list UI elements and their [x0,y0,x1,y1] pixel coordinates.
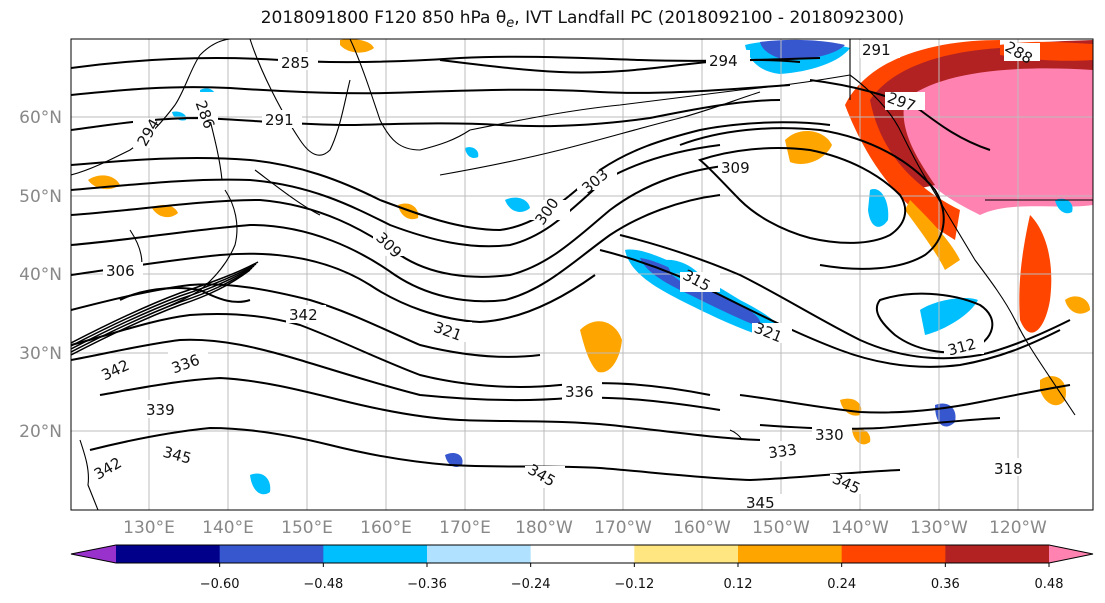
ivt-shading-negative [172,39,1073,495]
kuril-chain [254,169,321,216]
colorbar-swatch [634,545,739,563]
cal-coast-orange-2 [1040,376,1066,406]
lat-tick-30n: 30°N [19,344,62,364]
longitude-tick-labels: 130°E 140°E 150°E 160°E 170°E 180°W 170°… [123,518,1047,538]
colorbar-extend-max [1049,545,1093,563]
colorbar-swatch [427,545,532,563]
lon-tick: 140°W [831,518,889,538]
lat-tick-60n: 60°N [19,108,62,128]
pnw-light-orange [905,200,960,270]
colorbar-swatch [841,545,946,563]
colorbar-swatch [323,545,428,563]
contour-label: 291 [265,111,294,129]
contour-label: 294 [709,52,738,70]
map-title: 2018091800 F120 850 hPa θe, IVT Landfall… [260,8,905,31]
colorbar-tick-label: 0.12 [724,577,753,592]
alaska-south [469,74,851,131]
asia-coast [71,39,231,176]
ivt-shading-positive [88,39,1093,445]
contour-label: 339 [146,401,175,419]
pnw-orange-ring [845,40,1000,240]
lat-tick-50n: 50°N [19,187,62,207]
contour-label: 330 [815,426,844,444]
lon-tick: 160°W [673,518,731,538]
lon-tick: 120°W [989,518,1047,538]
colorbar-swatch [219,545,324,563]
patch-top-orange [340,39,374,53]
lon-tick: 150°W [752,518,810,538]
lon-tick: 130°E [123,518,175,538]
colorbar-swatch [116,545,221,563]
patch-orange-e [1065,296,1090,314]
japan [159,189,238,311]
colorbar-tick-label: 0.24 [827,577,856,592]
phil [79,439,99,510]
contour-label: 309 [721,159,750,177]
contour-label: 318 [994,460,1023,478]
lat-tick-40n: 40°N [19,265,62,285]
colorbar-swatch [945,545,1050,563]
lat-tick-20n: 20°N [19,422,62,442]
colorbar-swatch [738,545,843,563]
lon-tick: 170°E [439,518,491,538]
colorbar-tick-label: −0.48 [303,577,343,592]
lon-tick: 170°W [594,518,652,538]
pnw-red-ring [858,40,1093,190]
colorbar-tick-label: 0.36 [931,577,960,592]
bc-coast [849,74,931,186]
neg-small-4 [465,147,479,158]
alaska-west [349,39,471,151]
contour-label: 291 [862,41,891,59]
neg-small-3 [445,453,463,467]
neg-sw [250,473,271,495]
patch-gulf [785,130,832,165]
contour-label: 306 [106,262,135,280]
lon-tick: 150°E [281,518,333,538]
neg-pac-east [920,298,978,335]
colorbar-tick-label: −0.12 [614,577,654,592]
sakhalin [209,119,223,181]
colorbar: −0.60 −0.48 −0.36 −0.24 −0.12 0.12 0.24 0.36 0.4… [70,544,1094,592]
colorbar-tick-label: −0.36 [407,577,447,592]
contour-label: 333 [767,440,798,462]
colorbar-swatch [530,545,635,563]
latitude-tick-labels: 60°N 50°N 40°N 30°N 20°N [19,108,62,442]
contour-label: 342 [289,306,318,324]
kamchatka [249,39,351,156]
patch-hawaii [852,428,871,445]
colorbar-extend-min [71,545,116,563]
colorbar-tick-label: −0.24 [511,577,551,592]
lon-tick: 160°E [360,518,412,538]
colorbar-tick-label: −0.60 [200,577,240,592]
patch-nw-orange-2 [152,204,178,218]
contour-label: 336 [565,383,594,401]
lon-tick: 130°W [910,518,968,538]
patch-mid-orange [580,321,622,373]
map-gridlines [71,39,1093,510]
baja [1044,369,1076,416]
colorbar-tick-label: 0.48 [1035,577,1064,592]
neg-bering [505,197,530,212]
contour-label: 285 [281,54,310,72]
contour-label: 345 [746,494,775,512]
lon-tick: 140°E [202,518,254,538]
aleutians [439,91,761,176]
map-plot-area: 285 286 294 291 294 291 297 288 309 303 [70,38,1094,512]
neg-small-5 [1055,198,1073,214]
neg-alaska-gulf [868,189,889,227]
lon-tick: 180°W [515,518,573,538]
